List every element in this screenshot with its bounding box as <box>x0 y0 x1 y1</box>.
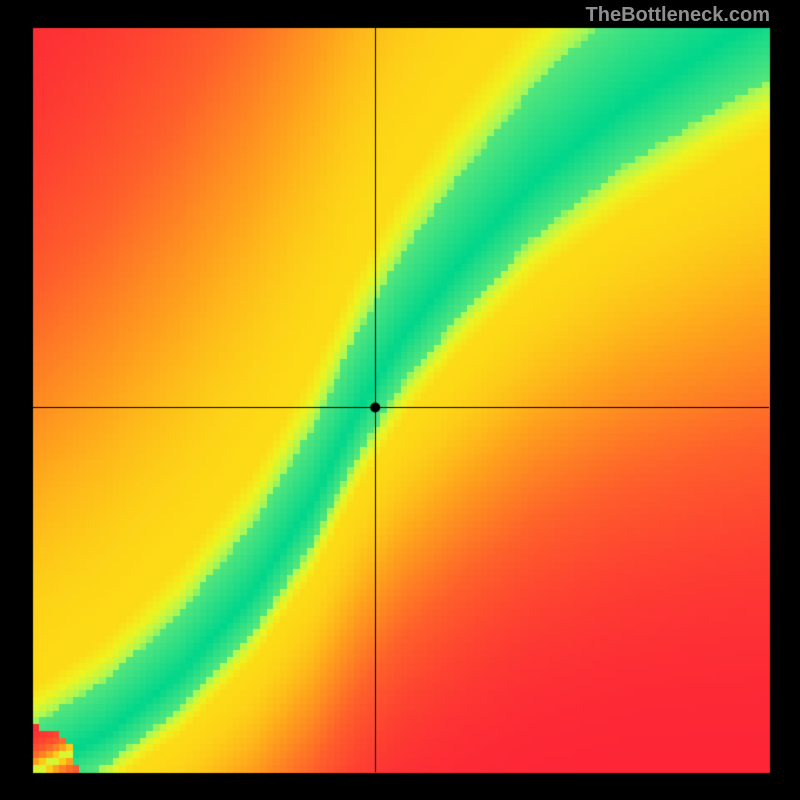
source-watermark: TheBottleneck.com <box>586 4 770 27</box>
chart-container: TheBottleneck.com <box>0 0 800 800</box>
bottleneck-heatmap-canvas <box>0 0 800 800</box>
